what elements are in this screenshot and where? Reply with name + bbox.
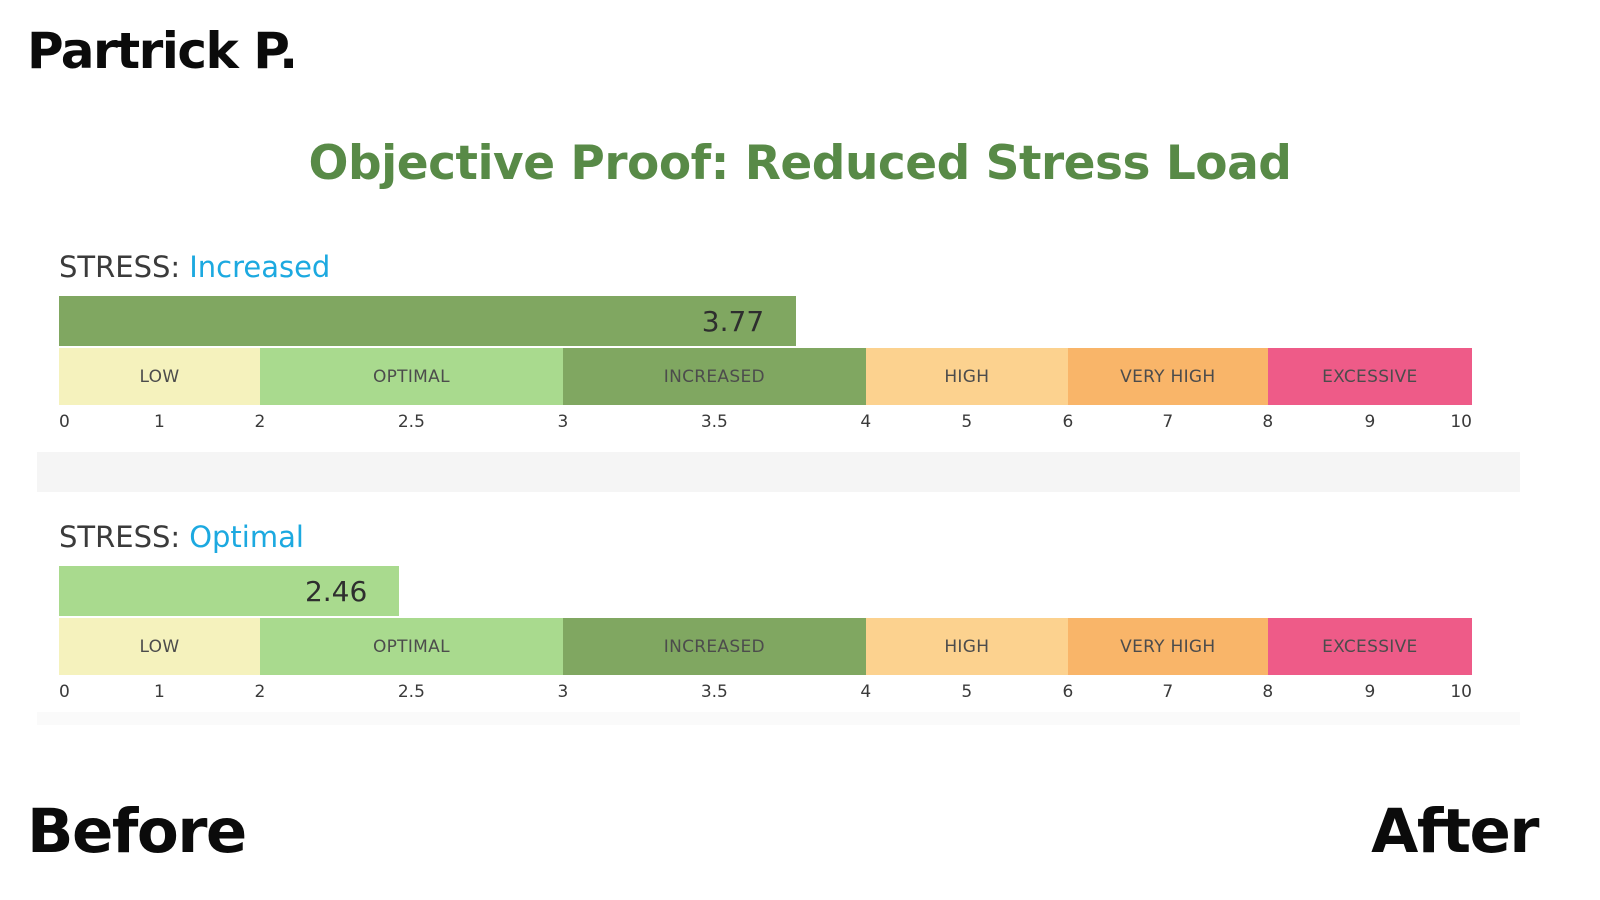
tick-label: 6 bbox=[1062, 682, 1074, 702]
tick-label: 3.5 bbox=[700, 412, 728, 432]
stress-status-label: Optimal bbox=[189, 520, 304, 554]
segment-label: INCREASED bbox=[663, 366, 765, 387]
stress-prefix-label: STRESS: bbox=[59, 520, 181, 554]
tick-label: 10 bbox=[1450, 412, 1472, 432]
stress-gauge-after: STRESS: Optimal 2.46 LOW OPTIMAL INCREASED H… bbox=[59, 520, 1472, 708]
bar-value-label: 2.46 bbox=[304, 574, 368, 608]
tick-label: 7 bbox=[1162, 682, 1174, 702]
tick-label: 9 bbox=[1364, 682, 1376, 702]
scale-ticks: 0 1 2 2.5 3 3.5 4 5 6 7 8 9 10 bbox=[59, 412, 1472, 438]
tick-label: 2 bbox=[254, 412, 266, 432]
divider-band bbox=[37, 452, 1520, 492]
scale-segment-increased: INCREASED bbox=[562, 618, 866, 675]
scale-segment-optimal: OPTIMAL bbox=[259, 618, 563, 675]
segment-label: LOW bbox=[139, 366, 180, 387]
segment-label: HIGH bbox=[944, 366, 990, 387]
gauge-title: STRESS: Increased bbox=[59, 250, 1472, 284]
bar-value-label: 3.77 bbox=[701, 304, 765, 338]
scale-segments: LOW OPTIMAL INCREASED HIGH VERY HIGH EXCESSIV… bbox=[59, 618, 1472, 675]
tick-label: 5 bbox=[961, 682, 973, 702]
scale-segment-increased: INCREASED bbox=[562, 348, 866, 405]
segment-label: VERY HIGH bbox=[1120, 636, 1216, 657]
scale-segment-low: LOW bbox=[59, 618, 260, 675]
scale-segment-excessive: EXCESSIVE bbox=[1267, 618, 1472, 675]
scale-segment-excessive: EXCESSIVE bbox=[1267, 348, 1472, 405]
stress-value-bar: 3.77 bbox=[59, 296, 797, 346]
tick-label: 1 bbox=[154, 682, 165, 702]
scale-segment-low: LOW bbox=[59, 348, 260, 405]
gauge-title: STRESS: Optimal bbox=[59, 520, 1472, 554]
tick-label: 3 bbox=[557, 412, 569, 432]
segment-label: EXCESSIVE bbox=[1322, 366, 1418, 387]
stress-prefix-label: STRESS: bbox=[59, 250, 181, 284]
tick-label: 1 bbox=[154, 412, 165, 432]
tick-label: 8 bbox=[1262, 412, 1274, 432]
page-title: Objective Proof: Reduced Stress Load bbox=[308, 136, 1292, 191]
value-bar-row: 2.46 bbox=[59, 566, 1472, 616]
person-name: Partrick P. bbox=[27, 22, 298, 80]
tick-label: 8 bbox=[1262, 682, 1274, 702]
tick-label: 7 bbox=[1162, 412, 1174, 432]
stress-gauge-before: STRESS: Increased 3.77 LOW OPTIMAL INCREASE… bbox=[59, 250, 1472, 438]
segment-label: HIGH bbox=[944, 636, 990, 657]
after-label: After bbox=[1371, 796, 1539, 867]
tick-label: 0 bbox=[59, 412, 70, 432]
tick-label: 5 bbox=[961, 412, 973, 432]
segment-label: EXCESSIVE bbox=[1322, 636, 1418, 657]
tick-label: 4 bbox=[860, 682, 872, 702]
stress-status-label: Increased bbox=[189, 250, 331, 284]
tick-label: 2.5 bbox=[397, 412, 425, 432]
tick-label: 10 bbox=[1450, 682, 1472, 702]
segment-label: OPTIMAL bbox=[372, 366, 450, 387]
value-bar-row: 3.77 bbox=[59, 296, 1472, 346]
divider-band-faint bbox=[37, 712, 1520, 725]
scale-segment-very-high: VERY HIGH bbox=[1067, 348, 1268, 405]
scale-segments: LOW OPTIMAL INCREASED HIGH VERY HIGH EXCESSIV… bbox=[59, 348, 1472, 405]
scale-segment-high: HIGH bbox=[865, 348, 1068, 405]
tick-label: 2.5 bbox=[397, 682, 425, 702]
before-label: Before bbox=[27, 796, 247, 867]
scale-segment-very-high: VERY HIGH bbox=[1067, 618, 1268, 675]
scale-segment-high: HIGH bbox=[865, 618, 1068, 675]
tick-label: 3 bbox=[557, 682, 569, 702]
tick-label: 0 bbox=[59, 682, 70, 702]
tick-label: 2 bbox=[254, 682, 266, 702]
segment-label: INCREASED bbox=[663, 636, 765, 657]
stress-value-bar: 2.46 bbox=[59, 566, 400, 616]
scale-segment-optimal: OPTIMAL bbox=[259, 348, 563, 405]
segment-label: VERY HIGH bbox=[1120, 366, 1216, 387]
tick-label: 4 bbox=[860, 412, 872, 432]
tick-label: 6 bbox=[1062, 412, 1074, 432]
tick-label: 3.5 bbox=[700, 682, 728, 702]
segment-label: OPTIMAL bbox=[372, 636, 450, 657]
tick-label: 9 bbox=[1364, 412, 1376, 432]
segment-label: LOW bbox=[139, 636, 180, 657]
scale-ticks: 0 1 2 2.5 3 3.5 4 5 6 7 8 9 10 bbox=[59, 682, 1472, 708]
